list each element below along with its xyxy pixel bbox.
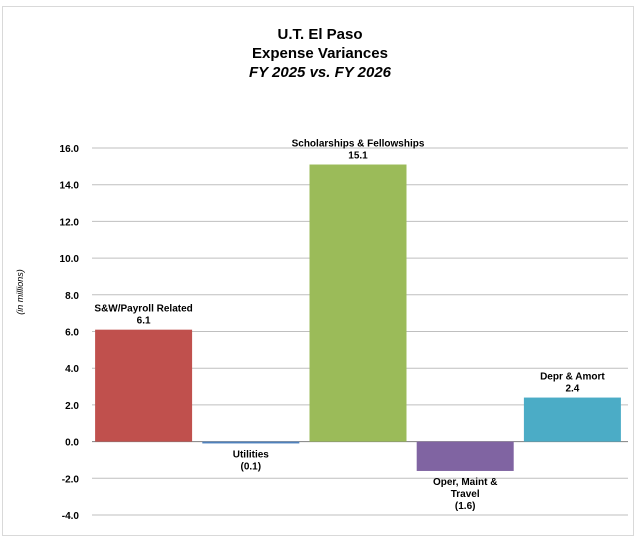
data-label: (1.6) [455,501,476,512]
y-tick-label: 6.0 [65,328,79,339]
data-label: 6.1 [137,316,151,327]
y-tick-label: 4.0 [65,364,79,375]
y-tick-label: 14.0 [60,181,80,192]
bar [202,441,300,444]
category-label: Oper, Maint & [433,477,497,488]
category-label: Scholarships & Fellowships [292,139,425,150]
category-label: Utilities [233,449,270,460]
y-tick-label: 12.0 [60,217,80,228]
data-label: 2.4 [565,384,579,395]
category-label: Travel [451,489,480,500]
y-tick-label: -2.0 [62,474,80,485]
y-tick-label: 2.0 [65,401,79,412]
data-label: 15.1 [348,151,368,162]
y-tick-label: 8.0 [65,291,79,302]
bar [416,441,514,471]
y-axis-label: (in millions) [15,269,25,315]
y-tick-label: -4.0 [62,511,80,522]
y-tick-label: 10.0 [60,254,80,265]
chart-title: U.T. El Paso [277,26,363,43]
data-label: (0.1) [241,461,262,472]
category-label: Depr & Amort [540,372,605,383]
y-tick-label: 16.0 [60,144,80,155]
bar [309,164,407,442]
bar [95,329,193,442]
chart-period: FY 2025 vs. FY 2026 [248,64,392,81]
bar [523,397,621,442]
chart-subtitle: Expense Variances [252,45,388,62]
y-tick-label: 0.0 [65,438,79,449]
category-label: S&W/Payroll Related [94,304,192,315]
chart-title-block: U.T. El Paso Expense Variances FY 2025 v… [0,25,640,82]
